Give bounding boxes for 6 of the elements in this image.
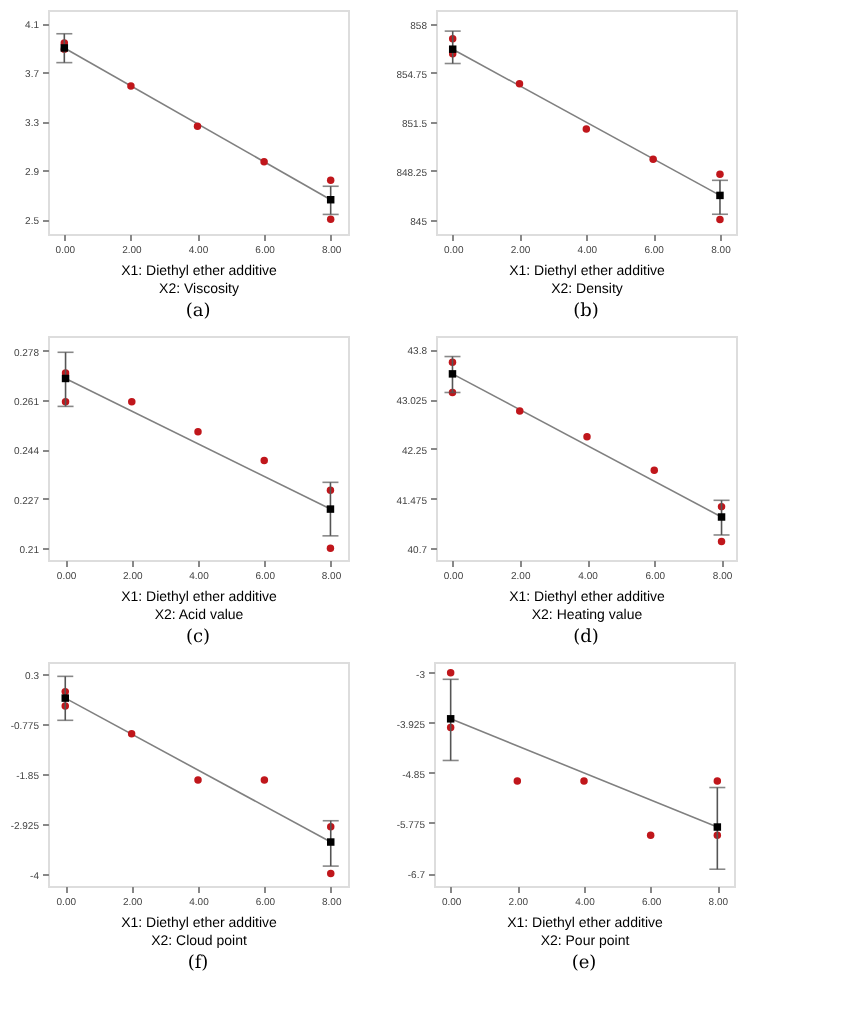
text: (d) bbox=[573, 628, 599, 648]
text: (a) bbox=[185, 302, 211, 322]
text: (c) bbox=[185, 628, 211, 648]
text: (f) bbox=[187, 954, 209, 974]
text: (e) bbox=[571, 954, 597, 974]
text: (b) bbox=[573, 302, 599, 322]
